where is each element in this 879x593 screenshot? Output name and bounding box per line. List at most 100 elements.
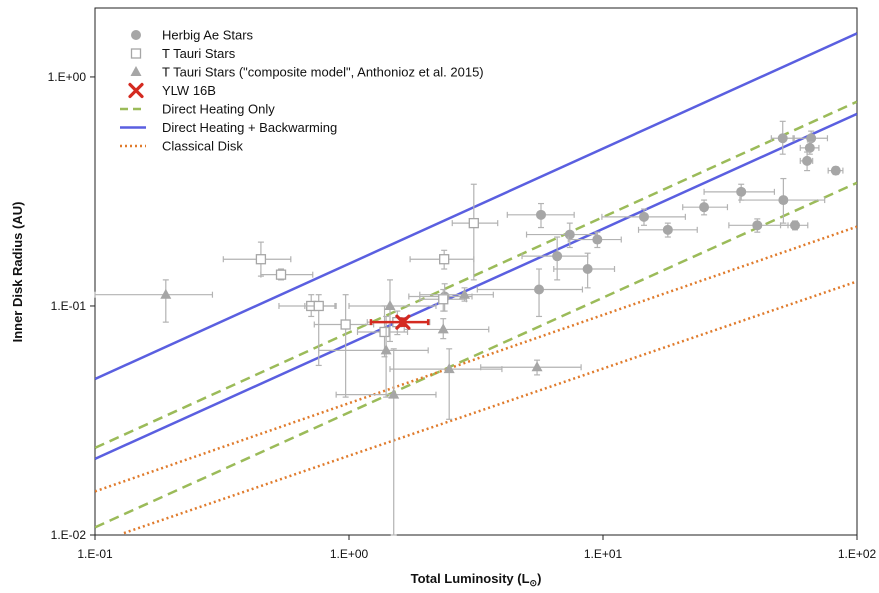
legend-item-0: Herbig Ae Stars bbox=[131, 28, 254, 43]
marker-circle bbox=[830, 165, 841, 176]
data-point-circle-10 bbox=[728, 218, 789, 233]
data-point-x-0 bbox=[369, 314, 430, 330]
marker-circle bbox=[638, 211, 649, 222]
marker-circle bbox=[662, 224, 673, 235]
legend-marker-x-stroke-b bbox=[128, 82, 144, 99]
legend-item-6: Classical Disk bbox=[120, 139, 243, 154]
marker-open-square bbox=[468, 217, 479, 229]
marker-circle bbox=[778, 195, 789, 206]
x-tick-label: 1.E+01 bbox=[584, 547, 623, 561]
data-point-circle-6 bbox=[601, 208, 686, 226]
legend-marker-circle bbox=[131, 30, 141, 40]
data-point-triangle-3 bbox=[335, 348, 437, 536]
marker-triangle bbox=[160, 288, 172, 299]
marker-open-square bbox=[340, 319, 351, 330]
y-axis-title: Inner Disk Radius (AU) bbox=[10, 202, 25, 343]
marker-circle bbox=[806, 133, 817, 144]
legend-marker-open-square bbox=[130, 48, 142, 59]
data-point-circle-1 bbox=[525, 222, 597, 249]
marker-triangle bbox=[437, 323, 449, 334]
data-point-circle-0 bbox=[506, 202, 575, 229]
data-point-triangle-7 bbox=[480, 359, 582, 376]
legend-marker-x bbox=[128, 82, 144, 99]
marker-open-square bbox=[438, 294, 449, 305]
data-point-circle-4 bbox=[553, 252, 616, 289]
marker-triangle bbox=[443, 363, 455, 374]
data-point-circle-17 bbox=[827, 165, 844, 176]
model-line-dashed-2 bbox=[95, 100, 857, 450]
marker-x-stroke-b bbox=[395, 314, 411, 330]
data-point-triangle-0 bbox=[94, 279, 214, 323]
data-point-triangle-4 bbox=[403, 318, 490, 340]
model-line-dotted-5 bbox=[123, 280, 857, 535]
legend-label: Direct Heating Only bbox=[162, 102, 275, 117]
data-point-triangle-5 bbox=[389, 348, 503, 420]
marker-open-square bbox=[275, 269, 287, 280]
axis-ticks: 1.E-01 1.E+00 1.E+01 1.E+02 1.E-02 1.E-01 1.E+… bbox=[48, 70, 877, 561]
marker-x bbox=[395, 314, 411, 330]
data-point-open-square-5 bbox=[304, 294, 336, 367]
legend-label: T Tauri Stars ("composite model", Anthon… bbox=[162, 65, 484, 80]
data-point-open-square-1 bbox=[260, 268, 314, 281]
y-tick-label: 1.E-01 bbox=[51, 299, 87, 313]
marker-circle bbox=[802, 155, 813, 166]
marker-circle bbox=[752, 220, 763, 231]
marker-circle bbox=[592, 234, 603, 245]
data-point-circle-9 bbox=[703, 183, 776, 201]
data-point-circle-8 bbox=[682, 199, 729, 216]
legend-label: Classical Disk bbox=[162, 139, 243, 154]
x-axis-title-close: ) bbox=[537, 571, 541, 586]
plot-area-frame bbox=[94, 7, 858, 536]
marker-circle bbox=[804, 142, 815, 153]
model-line-dashed-3 bbox=[95, 181, 857, 529]
legend-item-4: Direct Heating Only bbox=[120, 102, 275, 117]
x-tick-label: 1.E+00 bbox=[330, 547, 369, 561]
y-tick-label: 1.E+00 bbox=[48, 70, 87, 84]
marker-open-square bbox=[313, 300, 324, 312]
marker-triangle bbox=[459, 288, 471, 299]
y-tick-label: 1.E-02 bbox=[51, 528, 87, 542]
legend-label: T Tauri Stars bbox=[162, 46, 236, 61]
data-point-circle-13 bbox=[770, 120, 795, 155]
legend-item-1: T Tauri Stars bbox=[130, 46, 236, 61]
data-point-triangle-1 bbox=[348, 279, 437, 343]
marker-circle bbox=[699, 202, 710, 213]
model-lines bbox=[95, 32, 857, 535]
data-point-circle-5 bbox=[476, 268, 584, 318]
marker-circle bbox=[789, 220, 800, 231]
legend-label: Herbig Ae Stars bbox=[162, 28, 254, 43]
model-line-solid-1 bbox=[95, 112, 857, 461]
x-axis-title-sun-symbol: ⊙ bbox=[530, 578, 538, 588]
marker-circle bbox=[564, 229, 575, 240]
x-tick-label: 1.E-01 bbox=[77, 547, 113, 561]
data-point-circle-2 bbox=[567, 231, 622, 249]
data-point-circle-16 bbox=[799, 151, 814, 172]
marker-circle bbox=[736, 186, 747, 197]
legend: Herbig Ae Stars T Tauri Stars T Tauri Star… bbox=[120, 28, 484, 154]
data-point-circle-7 bbox=[637, 222, 698, 238]
legend-marker-triangle bbox=[130, 66, 142, 76]
marker-open-square bbox=[439, 254, 450, 265]
data-points bbox=[94, 120, 844, 536]
data-point-circle-15 bbox=[799, 141, 820, 155]
marker-circle bbox=[535, 209, 546, 220]
data-point-triangle-2 bbox=[318, 315, 429, 398]
marker-circle bbox=[534, 284, 545, 295]
data-point-triangle-6 bbox=[419, 287, 494, 302]
legend-label: Direct Heating + Backwarming bbox=[162, 120, 337, 135]
marker-circle bbox=[552, 251, 563, 262]
legend-item-5: Direct Heating + Backwarming bbox=[120, 120, 337, 135]
x-axis-title-main: Total Luminosity (L bbox=[411, 571, 530, 586]
data-point-open-square-3 bbox=[409, 249, 475, 270]
marker-open-square bbox=[379, 326, 390, 338]
marker-circle bbox=[777, 133, 788, 144]
marker-open-square bbox=[255, 254, 267, 265]
data-point-circle-11 bbox=[739, 177, 826, 224]
marker-triangle bbox=[380, 344, 392, 355]
data-point-open-square-2 bbox=[451, 183, 499, 281]
marker-triangle bbox=[384, 299, 396, 310]
model-line-solid-0 bbox=[95, 32, 857, 381]
marker-triangle bbox=[531, 361, 543, 372]
x-axis-title: Total Luminosity (L⊙) bbox=[411, 571, 542, 588]
